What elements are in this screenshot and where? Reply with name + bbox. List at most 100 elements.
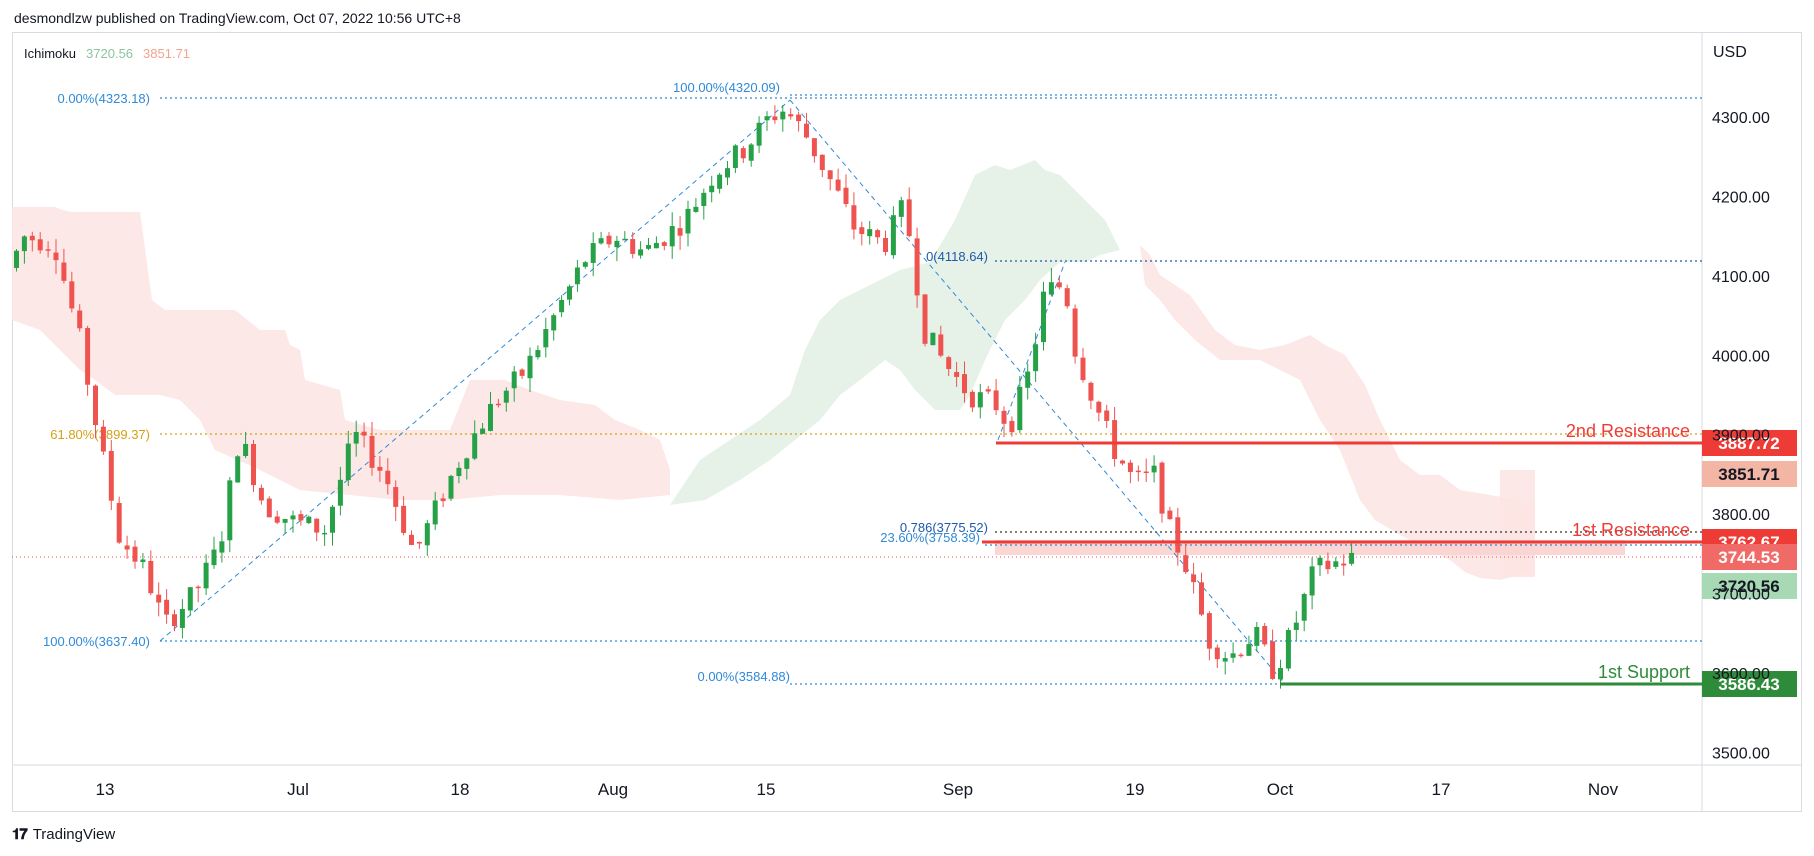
candle-body [472, 433, 478, 459]
price-tag-text: 3851.71 [1718, 465, 1779, 484]
candle-body [1341, 563, 1347, 566]
candle-body [780, 111, 786, 120]
y-tick-label: 3800.00 [1712, 507, 1770, 524]
fibonacci-lines: 0.00%(4323.18) 61.80%(3899.37) 100.00%(363… [43, 80, 1702, 685]
fib-label: 100.00%(3637.40) [43, 634, 150, 649]
candle-body [1293, 622, 1299, 630]
candle-body [1135, 470, 1141, 473]
fib-trendline [159, 99, 791, 642]
level-price-tag [1702, 430, 1797, 456]
candle-body [717, 174, 723, 189]
candle-body [1096, 401, 1102, 413]
y-tick-label: 3600.00 [1712, 666, 1770, 683]
candle-body [306, 516, 312, 524]
x-tick-label: 15 [757, 780, 776, 799]
candle-body [227, 480, 233, 541]
candle-body [93, 385, 98, 426]
candle-body [804, 123, 809, 138]
indicator-value-a: 3720.56 [86, 46, 134, 61]
candle-body [385, 470, 391, 485]
candle-body [37, 239, 43, 251]
candle-body [1104, 410, 1110, 421]
fib-trendline [997, 261, 1066, 441]
candle-body [938, 334, 944, 356]
cloud-bullish [670, 160, 1120, 505]
tradingview-logo-icon: 𝟏𝟕 [12, 826, 28, 843]
candle-body [543, 329, 549, 348]
candle-body [748, 144, 754, 161]
candle-body [574, 267, 580, 285]
x-tick-label: 18 [451, 780, 470, 799]
x-tick-label: 17 [1432, 780, 1451, 799]
candle-body [203, 562, 209, 589]
candle-body [693, 206, 699, 212]
candle-body [740, 148, 746, 159]
price-tag [1702, 461, 1797, 487]
candle-body [179, 608, 185, 628]
candle-body [559, 299, 565, 313]
candle-body [685, 208, 691, 234]
candle-body [519, 369, 525, 376]
level-price-text: 3887.72 [1718, 434, 1779, 453]
candle-body [764, 116, 770, 121]
candle-body [661, 242, 667, 246]
cloud-band-near-price [995, 540, 1625, 555]
candle-body [187, 587, 193, 611]
candle-body [796, 114, 802, 122]
fib-label: 0.00%(3584.88) [697, 669, 790, 684]
y-tick-label: 4200.00 [1712, 189, 1770, 206]
candle-body [1301, 594, 1307, 621]
chart-frame[interactable] [12, 32, 1802, 812]
candle-body [211, 549, 217, 566]
candle-body [1056, 282, 1062, 288]
indicator-legend[interactable]: Ichimoku 3720.56 3851.71 [24, 46, 190, 61]
fib-label: 23.60%(3758.39) [880, 530, 980, 545]
fib-label: 61.80%(3899.37) [50, 427, 150, 442]
candle-body [258, 487, 264, 501]
candle-body [1080, 357, 1086, 381]
level-label: 1st Resistance [1572, 520, 1690, 540]
candle-body [251, 443, 256, 486]
candle-body [914, 238, 920, 296]
x-tick-label: Nov [1588, 780, 1619, 799]
candle-body [314, 518, 320, 533]
candle-body [535, 350, 541, 358]
y-tick-label: 3700.00 [1712, 587, 1770, 604]
ichimoku-cloud [12, 160, 1625, 580]
candle-body [235, 456, 241, 483]
candle-body [495, 403, 501, 406]
candle-body [172, 614, 177, 627]
candle-body [53, 252, 59, 261]
candle-body [1033, 344, 1039, 372]
candle-body [219, 541, 225, 553]
candle-body [45, 249, 51, 251]
price-tag-text: 3720.56 [1718, 577, 1779, 596]
candle-body [124, 545, 130, 550]
price-axis[interactable]: 4300.00 4200.00 4100.00 4000.00 3900.00 3800.… [1712, 110, 1770, 762]
cloud-future [1500, 470, 1535, 577]
candle-body [1199, 582, 1204, 615]
candle-body [1333, 561, 1339, 567]
candle-body [1112, 420, 1118, 459]
candle-body [1222, 658, 1228, 662]
candle-body [148, 560, 154, 594]
candle-body [132, 546, 138, 562]
candle-body [922, 294, 928, 344]
candle-body [1278, 668, 1283, 680]
time-axis[interactable]: 13 Jul 18 Aug 15 Sep 19 Oct 17 Nov [96, 780, 1619, 799]
candle-body [732, 145, 738, 168]
candle-body [1270, 641, 1276, 679]
candle-body [282, 519, 288, 523]
candle-body [851, 205, 857, 230]
candle-body [985, 389, 991, 392]
candle-body [701, 192, 707, 206]
brand-name: TradingView [32, 826, 116, 843]
cloud-bearish-right [1140, 245, 1535, 580]
candle-body [108, 450, 114, 501]
candle-body [1143, 471, 1149, 474]
candle-body [551, 315, 557, 331]
candle-body [337, 479, 343, 506]
candle-body [843, 187, 849, 204]
candle-body [946, 357, 952, 370]
